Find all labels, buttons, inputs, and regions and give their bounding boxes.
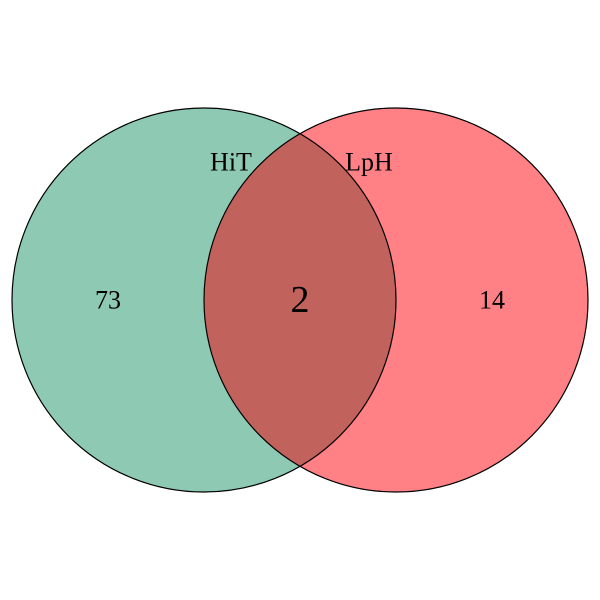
hit-only-count: 73: [95, 286, 121, 315]
set-hit-outline: [11, 107, 397, 493]
lph-only-count: 14: [479, 286, 505, 315]
set-hit-label: HiT: [210, 148, 252, 177]
set-lph-outline: [203, 107, 589, 493]
set-lph-label: LpH: [345, 148, 393, 177]
intersection-count: 2: [291, 279, 310, 321]
intersection-region: [204, 108, 396, 492]
